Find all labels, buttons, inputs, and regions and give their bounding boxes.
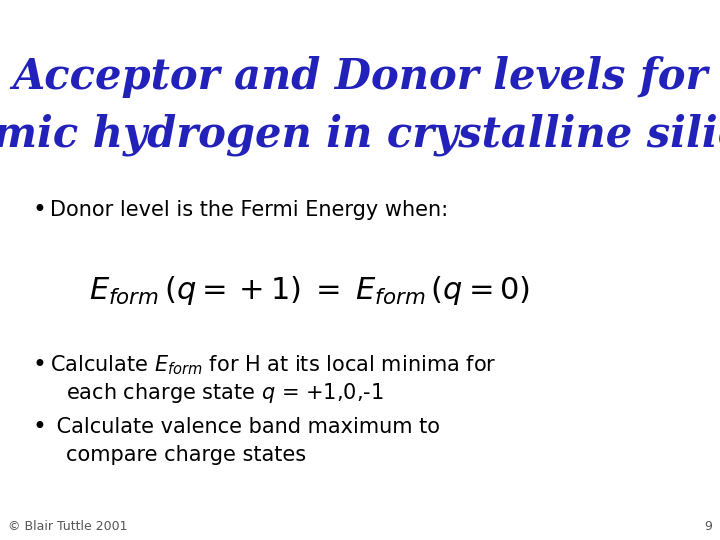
Text: Computational Materials Science: Computational Materials Science <box>224 10 496 25</box>
Text: atomic hydrogen in crystalline silicon: atomic hydrogen in crystalline silicon <box>0 114 720 157</box>
Text: $E_{\mathit{form}}\,(q=+1)\;=\;E_{\mathit{form}}\,(q=0)$: $E_{\mathit{form}}\,(q=+1)\;=\;E_{\mathi… <box>89 274 531 307</box>
Text: •: • <box>32 415 46 439</box>
Text: Acceptor and Donor levels for: Acceptor and Donor levels for <box>12 56 708 98</box>
Text: 9: 9 <box>704 519 712 532</box>
Text: © Blair Tuttle 2001: © Blair Tuttle 2001 <box>8 519 127 532</box>
Text: •: • <box>32 198 46 222</box>
Text: 2001: 2001 <box>674 10 711 25</box>
Text: Calculate $E_{\mathit{form}}$ for H at its local minima for: Calculate $E_{\mathit{form}}$ for H at i… <box>50 353 497 377</box>
Text: Calculate valence band maximum to: Calculate valence band maximum to <box>50 417 440 437</box>
Text: each charge state $q$ = +1,0,-1: each charge state $q$ = +1,0,-1 <box>66 381 384 405</box>
Text: •: • <box>32 353 46 377</box>
Text: PSU – Erie: PSU – Erie <box>9 10 82 25</box>
Text: compare charge states: compare charge states <box>66 445 306 465</box>
Text: Donor level is the Fermi Energy when:: Donor level is the Fermi Energy when: <box>50 200 448 220</box>
